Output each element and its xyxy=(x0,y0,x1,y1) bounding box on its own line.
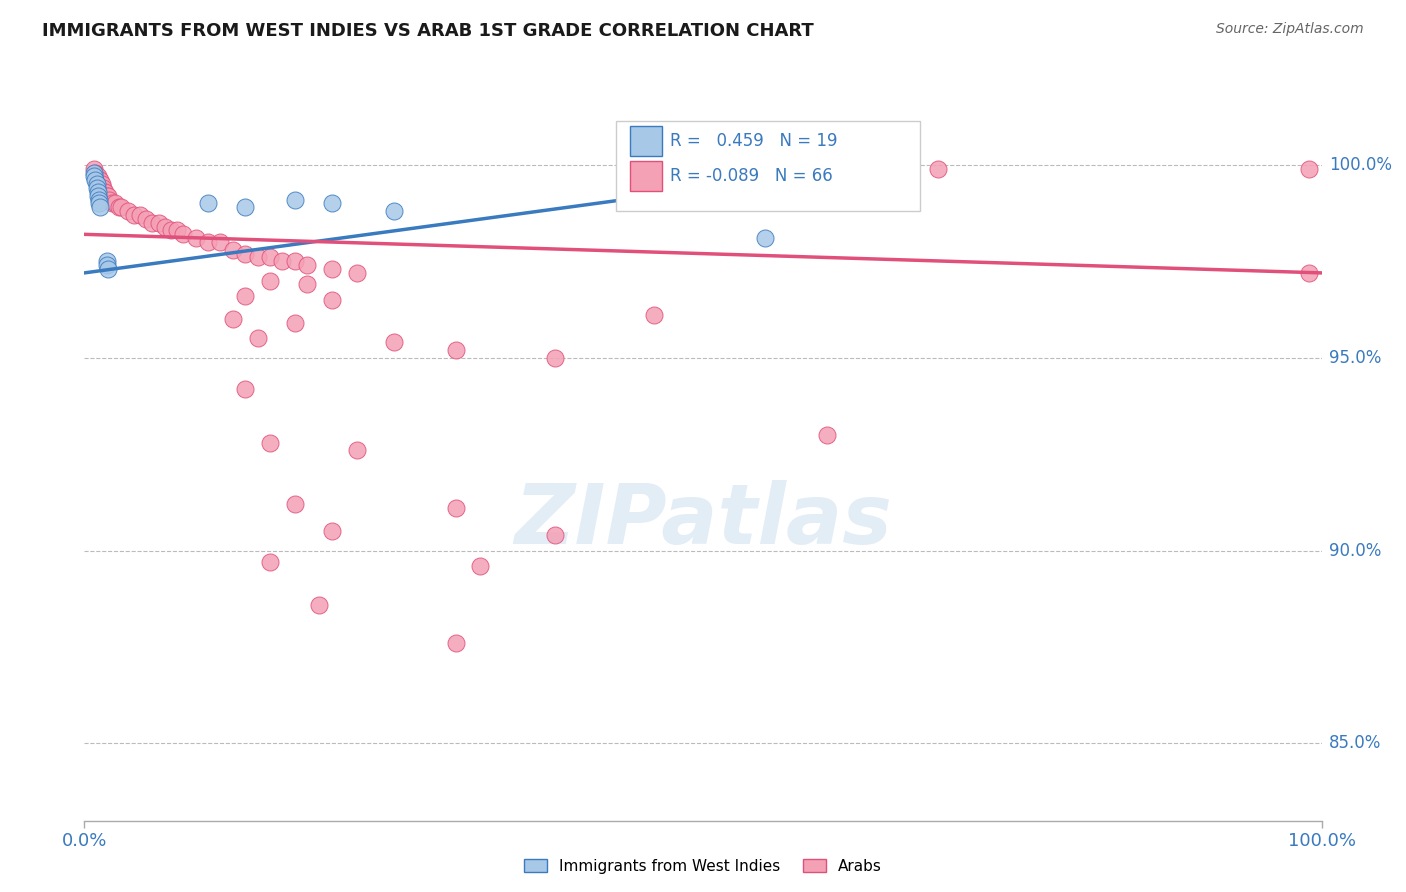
Text: Source: ZipAtlas.com: Source: ZipAtlas.com xyxy=(1216,22,1364,37)
Point xyxy=(96,188,118,202)
Point xyxy=(284,316,307,330)
Point xyxy=(98,193,121,207)
Point xyxy=(87,169,110,184)
Point xyxy=(815,428,838,442)
Point xyxy=(84,173,107,187)
Point xyxy=(444,343,467,357)
Point xyxy=(197,235,219,249)
Text: 90.0%: 90.0% xyxy=(1329,541,1381,559)
Point xyxy=(246,251,269,265)
Point xyxy=(382,204,405,219)
Point xyxy=(108,200,131,214)
Point xyxy=(122,208,145,222)
FancyBboxPatch shape xyxy=(616,121,920,211)
Point xyxy=(197,196,219,211)
Point xyxy=(246,331,269,345)
Point xyxy=(89,173,111,187)
Point xyxy=(233,289,256,303)
Point xyxy=(94,185,117,199)
Legend: Immigrants from West Indies, Arabs: Immigrants from West Indies, Arabs xyxy=(517,853,889,880)
Point xyxy=(117,204,139,219)
Point xyxy=(89,193,111,207)
Point xyxy=(83,169,105,184)
Point xyxy=(89,200,111,214)
Point xyxy=(259,555,281,569)
FancyBboxPatch shape xyxy=(630,126,662,155)
Point xyxy=(346,443,368,458)
Point xyxy=(754,231,776,245)
Point xyxy=(543,351,565,365)
Point xyxy=(184,231,207,245)
Text: IMMIGRANTS FROM WEST INDIES VS ARAB 1ST GRADE CORRELATION CHART: IMMIGRANTS FROM WEST INDIES VS ARAB 1ST … xyxy=(42,22,814,40)
Point xyxy=(321,262,343,277)
Point xyxy=(87,188,110,202)
Text: 100.0%: 100.0% xyxy=(1329,156,1392,174)
Point xyxy=(91,181,114,195)
Point xyxy=(153,219,176,234)
FancyBboxPatch shape xyxy=(630,161,662,191)
Point xyxy=(927,161,949,176)
Point xyxy=(86,181,108,195)
Point xyxy=(97,188,120,202)
Text: 85.0%: 85.0% xyxy=(1329,734,1381,753)
Point xyxy=(233,200,256,214)
Point xyxy=(284,254,307,268)
Point xyxy=(166,223,188,237)
Point xyxy=(271,254,294,268)
Point xyxy=(129,208,152,222)
Point xyxy=(148,216,170,230)
Point xyxy=(90,177,112,191)
Point xyxy=(643,309,665,323)
Point xyxy=(1298,266,1320,280)
Point xyxy=(382,335,405,350)
Point xyxy=(284,193,307,207)
Point xyxy=(100,196,122,211)
Point xyxy=(83,166,105,180)
Point xyxy=(543,528,565,542)
Point xyxy=(89,196,111,211)
Text: R =   0.459   N = 19: R = 0.459 N = 19 xyxy=(669,132,837,150)
Point xyxy=(135,211,157,226)
Point xyxy=(86,169,108,184)
Point xyxy=(96,258,118,272)
Point xyxy=(1298,161,1320,176)
Point xyxy=(141,216,163,230)
Point xyxy=(444,636,467,650)
Point xyxy=(321,196,343,211)
Point xyxy=(93,185,115,199)
Point xyxy=(321,293,343,307)
Point xyxy=(89,173,111,187)
Point xyxy=(295,258,318,272)
Point xyxy=(110,200,132,214)
Point xyxy=(222,312,245,326)
Point xyxy=(84,166,107,180)
Point xyxy=(104,196,127,211)
Point xyxy=(87,185,110,199)
Point xyxy=(259,274,281,288)
Point xyxy=(692,161,714,176)
Point xyxy=(233,382,256,396)
Text: R = -0.089   N = 66: R = -0.089 N = 66 xyxy=(669,168,832,186)
Point xyxy=(83,161,105,176)
Point xyxy=(97,262,120,277)
Point xyxy=(470,559,492,574)
Point xyxy=(86,177,108,191)
Point xyxy=(284,497,307,511)
Point xyxy=(172,227,194,242)
Text: ZIPatlas: ZIPatlas xyxy=(515,481,891,561)
Point xyxy=(308,598,330,612)
Point xyxy=(346,266,368,280)
Point xyxy=(209,235,232,249)
Point xyxy=(295,277,318,292)
Point xyxy=(259,435,281,450)
Point xyxy=(233,246,256,260)
Point xyxy=(96,254,118,268)
Point xyxy=(444,501,467,516)
Point xyxy=(222,243,245,257)
Point xyxy=(160,223,183,237)
Point xyxy=(321,524,343,539)
Point xyxy=(259,251,281,265)
Text: 95.0%: 95.0% xyxy=(1329,349,1381,367)
